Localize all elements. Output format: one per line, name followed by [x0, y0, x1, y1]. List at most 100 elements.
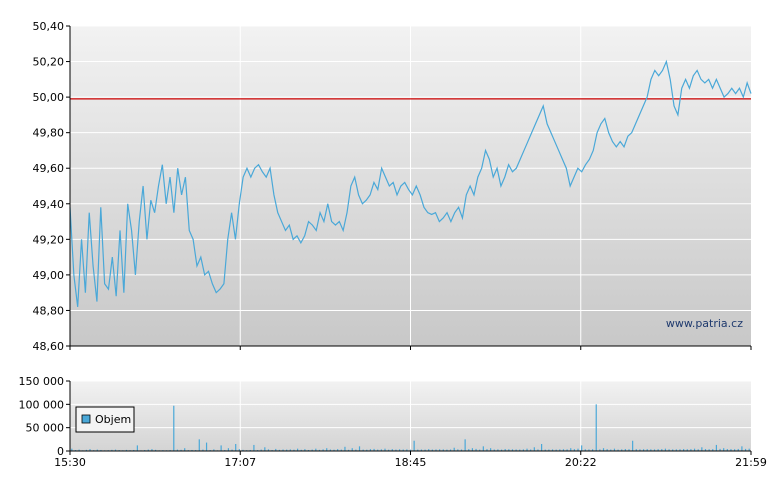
volume-bar [639, 449, 641, 451]
volume-bar [391, 449, 393, 451]
volume-bar [388, 449, 390, 451]
volume-bar [617, 449, 619, 451]
volume-y-tick-label: 150 000 [19, 375, 65, 388]
volume-bar [275, 448, 277, 451]
volume-bar [686, 449, 688, 451]
volume-bar [460, 449, 463, 451]
volume-bar [628, 449, 630, 451]
volume-bar [227, 448, 230, 451]
volume-bar [704, 449, 707, 451]
volume-bar [690, 449, 692, 451]
volume-bar [260, 449, 262, 451]
price-series-line [69, 59, 752, 307]
volume-bar [435, 449, 437, 451]
price-y-axis: 48,60 48,80 49,00 49,20 49,40 49,60 49,80 50,00… [33, 20, 70, 353]
volume-bar [111, 449, 113, 451]
volume-bar [712, 449, 714, 451]
volume-bar [602, 448, 605, 451]
volume-bar [242, 449, 244, 451]
volume-bar [231, 449, 233, 451]
volume-bar [154, 449, 157, 451]
volume-bar [315, 448, 317, 451]
volume-bar [311, 449, 313, 451]
volume-bar [457, 449, 459, 451]
legend-swatch [81, 414, 91, 424]
volume-bar [653, 449, 656, 451]
volume-bar [537, 449, 539, 451]
volume-bar [267, 449, 270, 451]
volume-bar [497, 449, 499, 451]
volume-bar [548, 449, 550, 451]
volume-bar [475, 448, 477, 451]
volume-bar [715, 444, 717, 451]
price-y-tick-label: 50,40 [33, 20, 65, 33]
volume-bar [151, 449, 153, 451]
price-x-ticks [69, 346, 752, 350]
volume-bar [264, 447, 266, 451]
volume-y-tick-label: 100 000 [19, 398, 65, 411]
volume-bar [730, 449, 732, 451]
volume-bar [471, 448, 474, 451]
volume-bar [114, 449, 117, 451]
volume-bar [734, 449, 736, 451]
volume-bar [697, 449, 699, 451]
volume-bar [530, 449, 532, 451]
volume-bar [446, 449, 448, 451]
volume-bar [439, 449, 441, 451]
volume-bar [493, 449, 495, 451]
volume-bar [249, 449, 251, 451]
volume-bar [278, 449, 280, 451]
volume-bar [428, 449, 430, 451]
volume-bar [351, 448, 353, 451]
volume-bar [125, 449, 128, 451]
volume-bar [347, 449, 350, 451]
price-y-tick-label: 49,40 [33, 198, 65, 211]
volume-bar [672, 449, 674, 451]
volume-bar [551, 449, 554, 451]
volume-bar [737, 448, 739, 451]
volume-bar [442, 449, 444, 451]
x-tick-label: 21:59 [735, 456, 767, 469]
volume-bar [515, 449, 517, 451]
volume-bar [424, 449, 426, 451]
volume-bar [599, 449, 601, 451]
volume-bar [581, 445, 583, 451]
volume-bar [661, 449, 663, 451]
x-tick-label: 20:22 [565, 456, 597, 469]
volume-bar [726, 449, 728, 451]
watermark-text: www.patria.cz [666, 317, 743, 330]
volume-bar [369, 449, 372, 451]
volume-bar [337, 449, 339, 451]
volume-bar [642, 449, 645, 451]
volume-bar [573, 449, 575, 451]
volume-bar [723, 448, 725, 451]
volume-bar [373, 448, 375, 451]
volume-bar [591, 449, 594, 451]
volume-bar [479, 449, 481, 451]
volume-bar [395, 449, 397, 451]
volume-bar [358, 446, 361, 451]
volume-bar [508, 449, 510, 451]
volume-bar [213, 449, 215, 451]
volume-bar [344, 446, 346, 451]
volume-y-tick-label: 50 000 [26, 422, 65, 435]
volume-bar [504, 449, 506, 451]
volume-bar [133, 449, 135, 451]
volume-bar [453, 447, 455, 451]
volume-bar [205, 442, 208, 451]
volume-bar [307, 449, 310, 451]
volume-bar [413, 440, 415, 451]
volume-bar [366, 449, 368, 451]
volume-bar [398, 449, 401, 451]
volume-bar [191, 449, 193, 451]
volume-bar [100, 449, 102, 451]
volume-bar [519, 449, 521, 451]
volume-bar [646, 449, 648, 451]
legend-label: Objem [95, 413, 131, 426]
volume-bar [482, 446, 484, 451]
volume-bar [184, 448, 186, 451]
volume-bar [606, 449, 608, 451]
volume-bar [431, 449, 433, 451]
volume-bar [449, 449, 452, 451]
volume-bar [668, 449, 670, 451]
